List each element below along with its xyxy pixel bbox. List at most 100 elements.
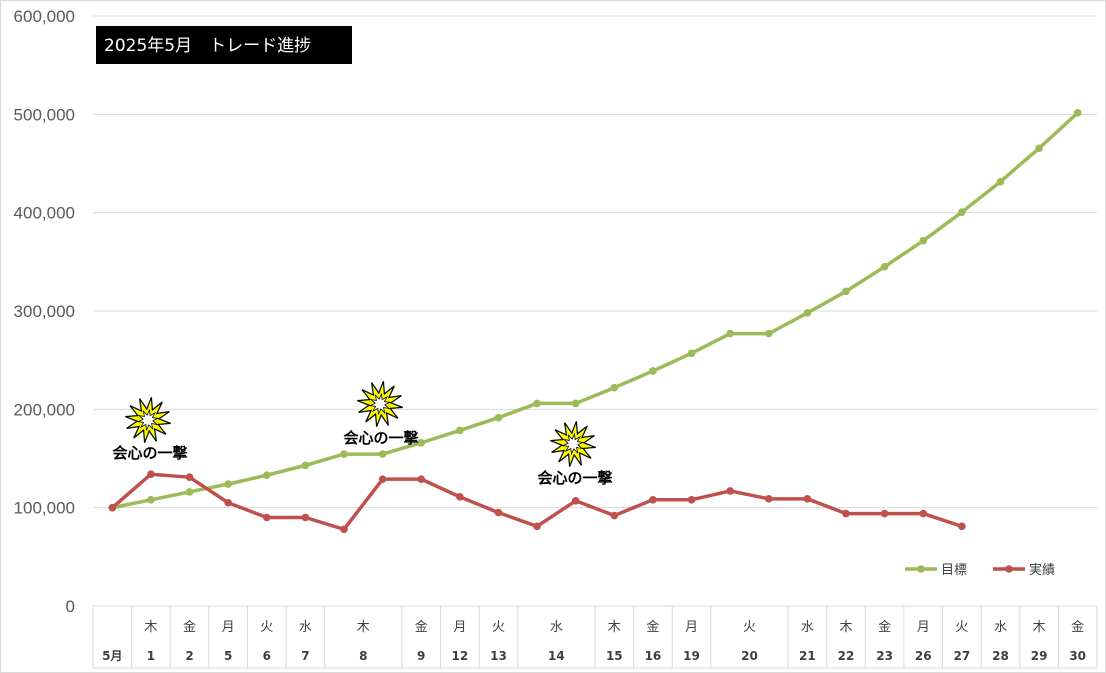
data-point <box>958 522 966 531</box>
data-point <box>340 525 348 534</box>
date-label: 5月 <box>102 649 122 663</box>
data-point <box>147 496 155 504</box>
weekday-label: 水 <box>994 620 1007 635</box>
weekday-label: 木 <box>839 620 852 635</box>
weekday-label: 火 <box>955 620 968 635</box>
weekday-label: 金 <box>646 619 659 635</box>
data-point <box>340 450 348 458</box>
weekday-label: 月 <box>453 620 466 635</box>
date-label: 7 <box>301 649 309 663</box>
weekday-label: 木 <box>357 620 370 635</box>
date-label: 26 <box>915 649 932 663</box>
data-point <box>1073 109 1082 117</box>
data-point <box>842 287 850 296</box>
weekday-label: 火 <box>743 620 756 635</box>
weekday-label: 火 <box>492 620 505 635</box>
data-point <box>649 496 657 504</box>
y-tick-label: 600,000 <box>14 7 75 26</box>
data-point <box>687 496 696 504</box>
date-label: 20 <box>741 649 758 663</box>
starburst-core <box>561 432 585 456</box>
date-label: 2 <box>185 649 193 663</box>
starburst-core <box>368 392 392 416</box>
data-point <box>108 503 117 512</box>
annotation-label: 会心の一撃 <box>537 469 612 487</box>
data-point <box>687 349 696 358</box>
data-point <box>842 509 850 518</box>
date-label: 14 <box>548 649 565 663</box>
data-point <box>456 426 464 435</box>
data-point <box>1035 144 1043 153</box>
date-label: 29 <box>1031 649 1048 663</box>
title-background <box>96 26 352 64</box>
data-point <box>726 329 734 338</box>
date-label: 5 <box>224 649 232 663</box>
starburst-core <box>136 408 160 432</box>
data-point <box>147 470 155 479</box>
date-label: 13 <box>490 649 507 663</box>
data-point <box>996 177 1005 186</box>
weekday-label: 金 <box>415 619 428 635</box>
weekday-label: 水 <box>801 620 814 635</box>
weekday-label: 金 <box>183 619 196 635</box>
data-point <box>764 495 773 503</box>
data-point <box>417 475 426 483</box>
data-point <box>571 399 580 408</box>
annotation-label: 会心の一撃 <box>343 429 418 447</box>
weekday-label: 月 <box>685 620 698 635</box>
date-label: 1 <box>147 649 155 663</box>
data-point <box>456 493 464 501</box>
data-point <box>764 329 773 338</box>
data-point <box>649 367 657 375</box>
weekday-label: 火 <box>260 620 273 635</box>
date-label: 9 <box>417 649 425 663</box>
weekday-label: 木 <box>144 620 157 635</box>
data-point <box>224 480 232 488</box>
legend-marker <box>1005 565 1013 573</box>
data-point <box>417 438 426 447</box>
weekday-label: 金 <box>1071 619 1084 635</box>
date-label: 23 <box>876 649 893 663</box>
data-point <box>958 208 966 216</box>
y-tick-label: 400,000 <box>14 204 75 223</box>
date-label: 22 <box>838 649 855 663</box>
data-point <box>880 262 889 271</box>
data-point <box>533 399 541 408</box>
date-label: 21 <box>799 649 816 663</box>
date-label: 15 <box>606 649 623 663</box>
weekday-label: 月 <box>222 620 235 635</box>
data-point <box>726 487 734 495</box>
chart-title: 2025年5月 トレード進捗 <box>104 36 311 56</box>
data-point <box>185 488 194 496</box>
data-point <box>301 461 310 470</box>
date-label: 28 <box>992 649 1009 663</box>
data-point <box>301 513 310 522</box>
data-point <box>262 471 271 480</box>
date-label: 12 <box>451 649 468 663</box>
data-point <box>378 475 387 483</box>
data-point <box>533 522 541 531</box>
date-label: 30 <box>1069 649 1086 663</box>
data-point <box>494 508 503 517</box>
y-tick-label: 500,000 <box>14 105 75 124</box>
series-line-target <box>111 111 1079 510</box>
data-point <box>494 413 503 422</box>
data-point <box>378 450 387 458</box>
y-tick-label: 0 <box>66 597 75 616</box>
weekday-label: 金 <box>878 619 891 635</box>
series-layer <box>108 109 1082 534</box>
weekday-label: 水 <box>299 620 312 635</box>
data-point <box>610 511 619 520</box>
date-label: 16 <box>645 649 662 663</box>
y-tick-label: 300,000 <box>14 302 75 321</box>
date-label: 6 <box>263 649 271 663</box>
data-point <box>571 496 580 505</box>
y-tick-label: 200,000 <box>14 400 75 419</box>
date-label: 19 <box>683 649 700 663</box>
legend: 目標 実績 <box>905 562 1055 578</box>
weekday-label: 木 <box>608 620 621 635</box>
y-tick-label: 100,000 <box>14 499 75 518</box>
weekday-label: 月 <box>917 620 930 635</box>
weekday-label: 木 <box>1033 620 1046 635</box>
